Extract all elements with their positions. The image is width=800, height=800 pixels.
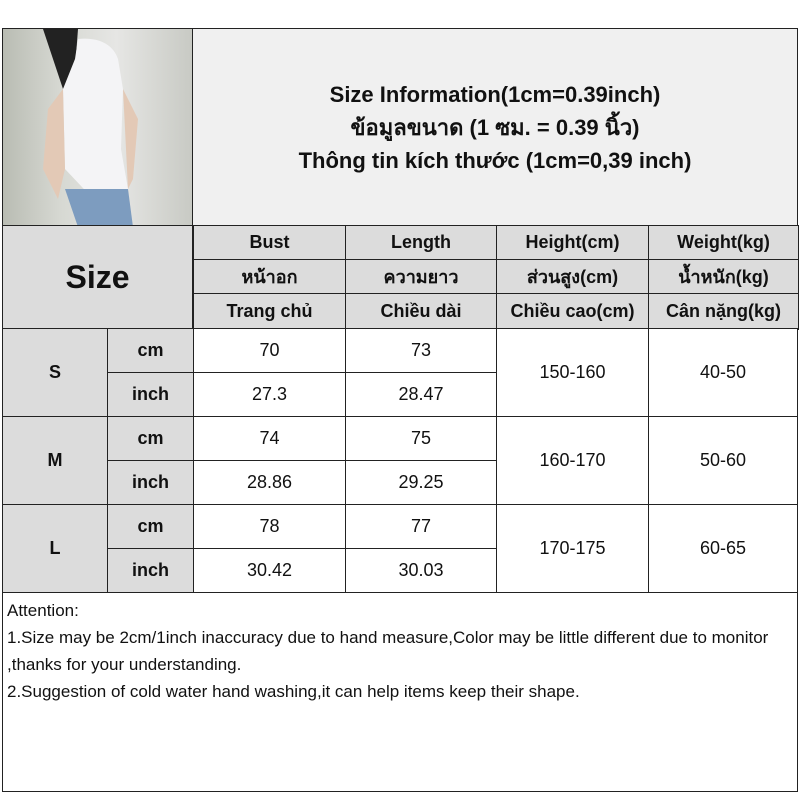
length-cm-value: 77 [345,504,497,549]
column-header-vi: Chiều dài [345,293,497,330]
height-value: 160-170 [496,416,649,505]
length-cm-value: 75 [345,416,497,461]
note-item: 1.Size may be 2cm/1inch inaccuracy due t… [7,628,769,674]
column-header-en: Height(cm) [496,225,649,260]
title-vietnamese: Thông tin kích thước (1cm=0,39 inch) [298,147,692,173]
unit-label-cm: cm [107,416,194,461]
bust-inch-value: 30.42 [193,548,346,593]
size-info-title: Size Information(1cm=0.39inch) ข้อมูลขนา… [192,28,798,226]
height-value: 170-175 [496,504,649,593]
column-header-en: Weight(kg) [648,225,799,260]
title-english: Size Information(1cm=0.39inch) [329,81,661,107]
title-thai: ข้อมูลขนาด (1 ซม. = 0.39 นิ้ว) [350,114,640,140]
column-header-th: ความยาว [345,259,497,294]
unit-label-inch: inch [107,460,194,505]
size-label-M: M [2,416,108,505]
notes-heading: Attention: [7,601,79,620]
length-inch-value: 29.25 [345,460,497,505]
size-header: Size [2,225,193,329]
note-item: 2.Suggestion of cold water hand washing,… [7,682,580,701]
size-label-L: L [2,504,108,593]
column-header-vi: Trang chủ [193,293,346,330]
column-header-th: หน้าอก [193,259,346,294]
unit-label-cm: cm [107,504,194,549]
column-header-vi: Chiều cao(cm) [496,293,649,330]
weight-value: 50-60 [648,416,798,505]
bust-inch-value: 27.3 [193,372,346,417]
unit-label-inch: inch [107,372,194,417]
height-value: 150-160 [496,328,649,417]
weight-value: 60-65 [648,504,798,593]
length-cm-value: 73 [345,328,497,373]
attention-notes: Attention: 1.Size may be 2cm/1inch inacc… [2,592,798,792]
product-photo [2,28,193,226]
column-header-en: Length [345,225,497,260]
weight-value: 40-50 [648,328,798,417]
bust-cm-value: 70 [193,328,346,373]
bust-inch-value: 28.86 [193,460,346,505]
column-header-en: Bust [193,225,346,260]
unit-label-inch: inch [107,548,194,593]
length-inch-value: 28.47 [345,372,497,417]
bust-cm-value: 74 [193,416,346,461]
size-label-S: S [2,328,108,417]
length-inch-value: 30.03 [345,548,497,593]
column-header-th: ส่วนสูง(cm) [496,259,649,294]
unit-label-cm: cm [107,328,194,373]
bust-cm-value: 78 [193,504,346,549]
column-header-th: น้ำหนัก(kg) [648,259,799,294]
column-header-vi: Cân nặng(kg) [648,293,799,330]
